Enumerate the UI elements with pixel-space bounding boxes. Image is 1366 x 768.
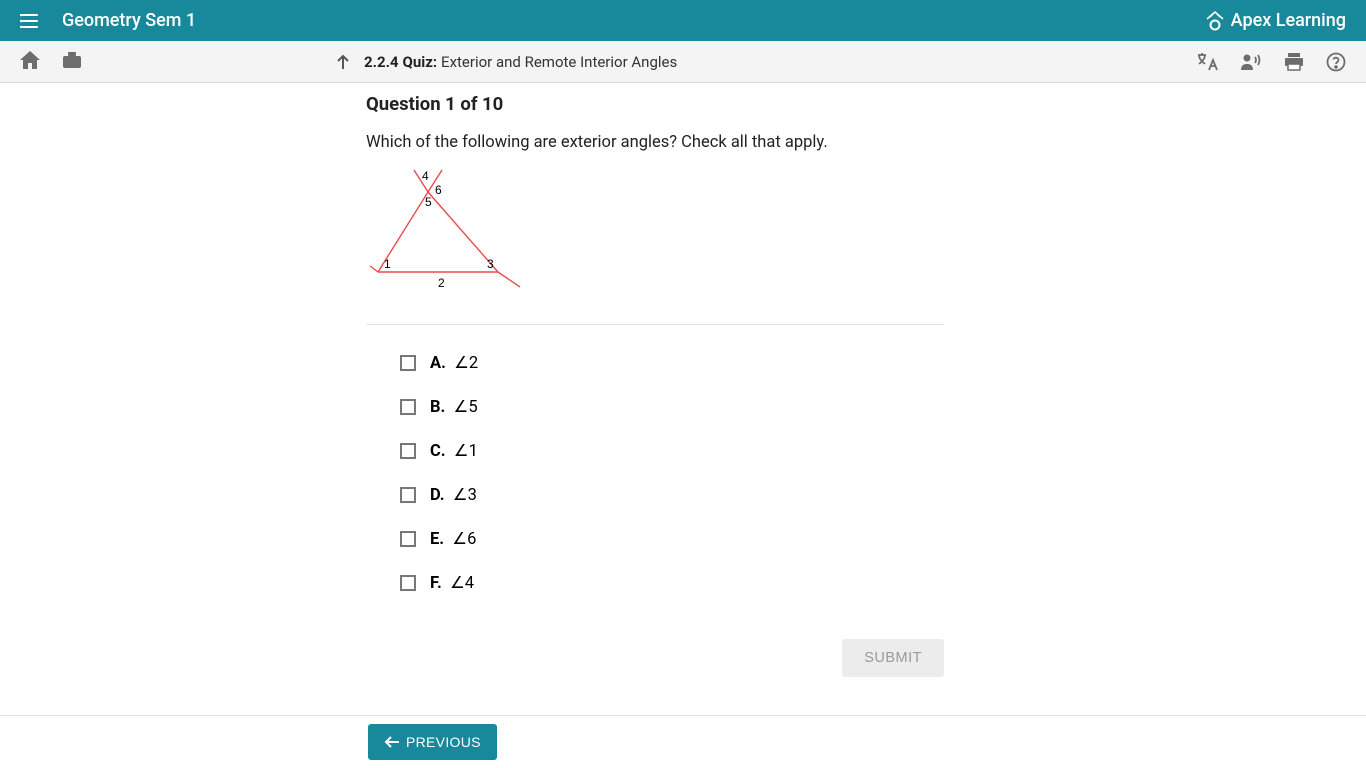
option-row[interactable]: E. ∠6 (400, 529, 944, 549)
option-angle: ∠1 (454, 442, 478, 461)
submit-button[interactable]: SUBMIT (842, 639, 944, 677)
footer-bar: PREVIOUS (0, 715, 1366, 768)
option-row[interactable]: C. ∠1 (400, 441, 944, 461)
quiz-label: Quiz: (403, 53, 438, 71)
course-title: Geometry Sem 1 (62, 10, 196, 31)
svg-text:5: 5 (425, 195, 432, 209)
print-icon[interactable] (1284, 53, 1304, 71)
home-icon[interactable] (20, 51, 40, 73)
previous-label: PREVIOUS (406, 734, 481, 750)
checkbox[interactable] (400, 487, 416, 503)
option-angle: ∠3 (453, 486, 477, 505)
option-letter: D. (430, 486, 445, 505)
option-row[interactable]: A. ∠2 (400, 353, 944, 373)
checkbox[interactable] (400, 399, 416, 415)
svg-text:4: 4 (422, 169, 429, 183)
svg-text:3: 3 (487, 257, 494, 271)
svg-text:1: 1 (384, 257, 391, 271)
option-angle: ∠5 (454, 398, 478, 417)
lesson-code: 2.2.4 (364, 53, 399, 71)
translate-icon[interactable] (1196, 52, 1218, 72)
help-icon[interactable] (1326, 52, 1346, 72)
checkbox[interactable] (400, 575, 416, 591)
main-content: Question 1 of 10 Which of the following … (0, 83, 1366, 715)
option-angle: ∠2 (454, 354, 478, 373)
svg-text:2: 2 (438, 276, 445, 290)
option-letter: E. (430, 530, 444, 549)
brand-logo: Apex Learning (1205, 10, 1346, 31)
option-letter: C. (430, 442, 446, 461)
divider (366, 324, 944, 325)
top-bar: Geometry Sem 1 Apex Learning (0, 0, 1366, 41)
option-angle: ∠4 (450, 574, 474, 593)
option-letter: B. (430, 398, 445, 417)
read-aloud-icon[interactable] (1240, 53, 1262, 71)
answer-options: A. ∠2 B. ∠5 C. ∠1 D. ∠3 E. ∠6 F. ∠4 (366, 353, 944, 593)
checkbox[interactable] (400, 355, 416, 371)
checkbox[interactable] (400, 531, 416, 547)
question-header: Question 1 of 10 (366, 93, 944, 115)
briefcase-icon[interactable] (62, 51, 82, 73)
brand-text: Apex Learning (1231, 10, 1346, 31)
svg-text:6: 6 (435, 183, 442, 197)
option-row[interactable]: F. ∠4 (400, 573, 944, 593)
back-up-icon[interactable] (334, 53, 352, 71)
option-row[interactable]: D. ∠3 (400, 485, 944, 505)
option-row[interactable]: B. ∠5 (400, 397, 944, 417)
question-text: Which of the following are exterior angl… (366, 133, 944, 152)
menu-icon[interactable] (20, 14, 38, 28)
option-angle: ∠6 (452, 530, 476, 549)
triangle-figure: 465 1 3 2 (368, 168, 944, 298)
previous-button[interactable]: PREVIOUS (368, 724, 497, 760)
checkbox[interactable] (400, 443, 416, 459)
sub-bar: 2.2.4 Quiz: Exterior and Remote Interior… (0, 41, 1366, 83)
quiz-title: Exterior and Remote Interior Angles (441, 53, 677, 71)
option-letter: F. (430, 574, 442, 593)
option-letter: A. (430, 354, 446, 373)
